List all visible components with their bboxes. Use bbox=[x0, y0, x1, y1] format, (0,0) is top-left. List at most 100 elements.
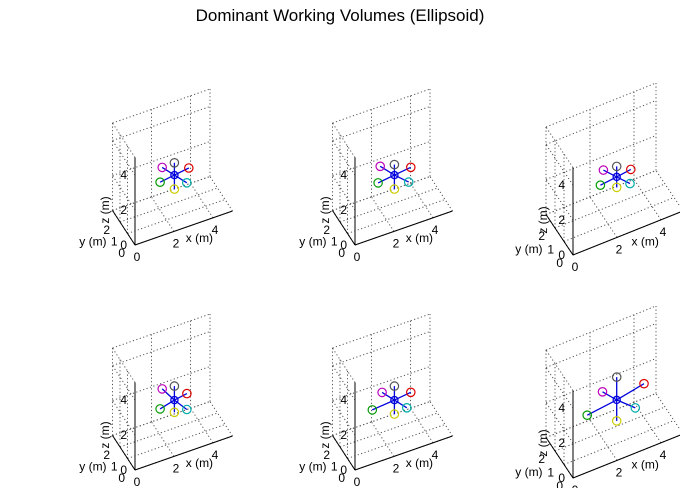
x-tick-label: 0 bbox=[572, 260, 579, 274]
z-tick-label: 4 bbox=[340, 168, 347, 182]
y-axis-label: y (m) bbox=[299, 235, 326, 249]
y-tick-label: 0 bbox=[118, 471, 125, 485]
box-edge bbox=[545, 126, 574, 168]
center-dot bbox=[615, 175, 618, 179]
x-tick-label: 4 bbox=[660, 448, 667, 462]
z-tick-label: 0 bbox=[340, 238, 347, 252]
y-axis-line bbox=[545, 214, 574, 256]
center-marker bbox=[612, 172, 621, 182]
vector-5 bbox=[377, 174, 395, 184]
endpoint-marker-3 bbox=[403, 177, 414, 187]
endpoint-marker-4 bbox=[169, 407, 180, 418]
y-tick-label: 0 bbox=[338, 471, 345, 485]
center-marker bbox=[170, 170, 179, 180]
grid-line bbox=[545, 179, 574, 221]
vector-5 bbox=[586, 399, 617, 416]
endpoint-marker-2 bbox=[405, 387, 416, 398]
grid-line bbox=[545, 323, 657, 368]
grid-line bbox=[112, 331, 211, 366]
box-edge bbox=[332, 122, 356, 158]
vector-2 bbox=[394, 391, 412, 401]
grid-line bbox=[371, 196, 395, 232]
grid-line bbox=[190, 183, 214, 219]
endpoint-marker-6 bbox=[375, 161, 385, 172]
vector-3 bbox=[394, 174, 409, 183]
x-tick-label: 0 bbox=[354, 475, 361, 488]
y-axis-label: y (m) bbox=[299, 460, 326, 474]
x-tick-label: 4 bbox=[212, 448, 219, 462]
x-axis-label: x (m) bbox=[186, 231, 213, 245]
grid-line bbox=[127, 424, 226, 459]
grid-line bbox=[545, 100, 657, 145]
x-axis-label: x (m) bbox=[632, 458, 659, 472]
z-tick-label: 0 bbox=[558, 471, 565, 485]
grid-line bbox=[545, 144, 574, 186]
x-tick-label: 0 bbox=[134, 475, 141, 488]
grid-line bbox=[554, 183, 666, 229]
vector-5 bbox=[600, 176, 617, 186]
box-edge bbox=[112, 122, 136, 158]
vector-5 bbox=[159, 399, 175, 410]
endpoint-marker-2 bbox=[182, 388, 192, 399]
endpoint-marker-1 bbox=[169, 381, 180, 391]
z-tick-label: 0 bbox=[340, 463, 347, 477]
x-axis-label: x (m) bbox=[406, 231, 433, 245]
center-marker bbox=[390, 395, 399, 405]
endpoint-marker-5 bbox=[595, 180, 606, 190]
grid-line bbox=[332, 106, 431, 141]
y-tick-label: 1 bbox=[331, 460, 338, 474]
grid-line bbox=[633, 179, 662, 221]
endpoint-marker-5 bbox=[155, 404, 165, 414]
box-edge bbox=[655, 170, 680, 208]
z-tick-label: 0 bbox=[558, 248, 565, 262]
grid-line bbox=[410, 408, 434, 444]
z-tick-label: 4 bbox=[558, 401, 565, 415]
y-tick-label: 1 bbox=[111, 235, 118, 249]
vector-2 bbox=[174, 393, 188, 401]
y-axis-label: y (m) bbox=[515, 242, 542, 256]
z-axis-label: z (m) bbox=[318, 421, 332, 448]
y-tick-label: 2 bbox=[103, 448, 110, 462]
x-axis-line bbox=[572, 211, 680, 256]
endpoint-marker-5 bbox=[367, 405, 378, 415]
z-tick-label: 2 bbox=[340, 428, 347, 442]
vector-6 bbox=[161, 388, 175, 401]
grid-line bbox=[347, 424, 446, 459]
vector-2 bbox=[174, 167, 190, 176]
x-tick-label: 4 bbox=[660, 225, 667, 239]
box-edge bbox=[545, 82, 657, 128]
endpoint-marker-5 bbox=[582, 410, 592, 420]
endpoint-marker-6 bbox=[157, 162, 167, 173]
center-dot bbox=[173, 173, 176, 177]
x-axis-label: x (m) bbox=[406, 456, 433, 470]
x-tick-label: 2 bbox=[393, 236, 400, 250]
y-axis-label: y (m) bbox=[79, 235, 106, 249]
z-tick-label: 4 bbox=[558, 178, 565, 192]
endpoint-marker-1 bbox=[169, 158, 180, 168]
grid-line bbox=[127, 199, 226, 234]
x-axis-label: x (m) bbox=[186, 456, 213, 470]
x-axis-label: x (m) bbox=[632, 235, 659, 249]
y-tick-label: 1 bbox=[111, 460, 118, 474]
grid-line bbox=[554, 406, 666, 452]
x-axis-line bbox=[572, 434, 680, 479]
y-axis-label: y (m) bbox=[515, 465, 542, 479]
x-axis-line bbox=[354, 210, 453, 246]
endpoint-marker-3 bbox=[630, 403, 641, 413]
x-tick-label: 4 bbox=[432, 223, 439, 237]
box-edge bbox=[209, 176, 233, 212]
y-tick-label: 0 bbox=[118, 246, 125, 260]
grid-line bbox=[190, 408, 214, 444]
z-tick-label: 4 bbox=[120, 393, 127, 407]
figure-title: Dominant Working Volumes (Ellipsoid) bbox=[195, 6, 485, 25]
endpoint-marker-2 bbox=[625, 164, 636, 175]
grid-line bbox=[151, 421, 175, 457]
endpoint-marker-6 bbox=[598, 165, 609, 175]
grid-line bbox=[545, 367, 574, 409]
